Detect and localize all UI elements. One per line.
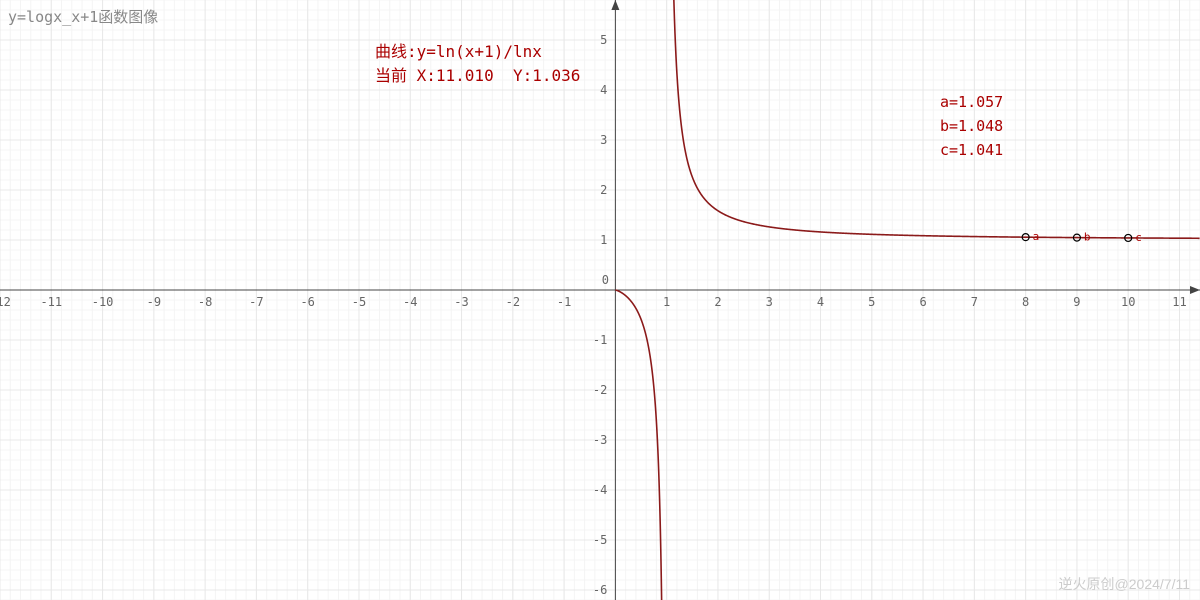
svg-text:-1: -1 (557, 295, 571, 309)
svg-text:-3: -3 (454, 295, 468, 309)
svg-text:10: 10 (1121, 295, 1135, 309)
svg-text:-2: -2 (593, 383, 607, 397)
svg-text:-11: -11 (40, 295, 62, 309)
svg-text:9: 9 (1073, 295, 1080, 309)
svg-text:-4: -4 (593, 483, 607, 497)
marker-label-a: a (1033, 230, 1040, 243)
marker-label-b: b (1084, 231, 1091, 244)
svg-text:8: 8 (1022, 295, 1029, 309)
svg-text:-5: -5 (352, 295, 366, 309)
svg-text:11: 11 (1172, 295, 1186, 309)
svg-text:0: 0 (602, 273, 609, 287)
svg-text:-8: -8 (198, 295, 212, 309)
point-values-box: a=1.057 b=1.048 c=1.041 (940, 90, 1003, 162)
page-title: y=logx_x+1函数图像 (8, 6, 158, 27)
svg-text:5: 5 (868, 295, 875, 309)
function-plot: -12-11-10-9-8-7-6-5-4-3-2-10123456789101… (0, 0, 1200, 600)
svg-text:4: 4 (817, 295, 824, 309)
svg-text:-9: -9 (147, 295, 161, 309)
svg-text:-1: -1 (593, 333, 607, 347)
svg-text:2: 2 (600, 183, 607, 197)
svg-text:-2: -2 (506, 295, 520, 309)
svg-text:-4: -4 (403, 295, 417, 309)
svg-text:7: 7 (971, 295, 978, 309)
svg-text:-3: -3 (593, 433, 607, 447)
svg-text:3: 3 (766, 295, 773, 309)
svg-text:-5: -5 (593, 533, 607, 547)
svg-text:-10: -10 (92, 295, 114, 309)
watermark: 逆火原创@2024/7/11 (1059, 574, 1190, 594)
curve-equation-label: 曲线:y=ln(x+1)/lnx 当前 X:11.010 Y:1.036 (375, 38, 580, 86)
svg-text:3: 3 (600, 133, 607, 147)
svg-text:-7: -7 (249, 295, 263, 309)
svg-text:1: 1 (663, 295, 670, 309)
svg-text:-6: -6 (300, 295, 314, 309)
svg-text:-6: -6 (593, 583, 607, 597)
svg-text:5: 5 (600, 33, 607, 47)
svg-text:6: 6 (919, 295, 926, 309)
svg-text:2: 2 (714, 295, 721, 309)
marker-label-c: c (1135, 231, 1142, 244)
svg-text:1: 1 (600, 233, 607, 247)
svg-text:-12: -12 (0, 295, 11, 309)
svg-text:4: 4 (600, 83, 607, 97)
